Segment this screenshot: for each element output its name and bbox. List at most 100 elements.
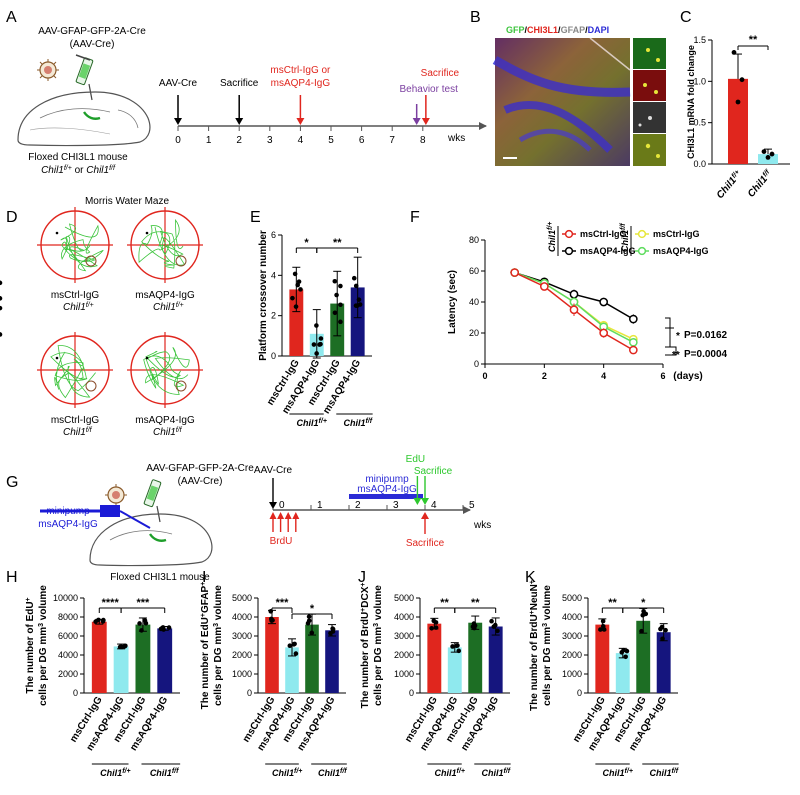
data-point: [292, 271, 298, 277]
series-point: [569, 289, 579, 299]
legend-marker: [564, 246, 574, 256]
swim-path: [138, 218, 186, 269]
x-tick-label: 0: [482, 371, 487, 381]
y-tick-label: 0.0: [693, 159, 706, 169]
legend-marker: [637, 246, 647, 256]
x-tick-label: 6: [660, 371, 665, 381]
chart-j: 0 1000 2000 3000 4000 5000 The number of BrdU+…: [360, 583, 511, 778]
bar: [488, 626, 503, 693]
timeline-event-label: Behavior test: [399, 84, 458, 95]
panel-letter: K: [525, 569, 536, 586]
data-point: [491, 624, 497, 629]
y-tick-label: 1000: [394, 669, 414, 679]
y-tick-label: 0: [409, 688, 414, 698]
legend-genotype: Chil1f/f: [620, 223, 630, 252]
bar: [636, 620, 651, 693]
y-axis-label: Latency (sec): [447, 270, 458, 334]
group-label: Chil1f/f: [150, 768, 179, 778]
maze-title: Morris Water Maze: [85, 196, 170, 207]
y-tick-label: 1000: [232, 669, 252, 679]
bar: [427, 623, 442, 693]
data-point: [139, 628, 144, 633]
minipump-icon: [40, 505, 151, 529]
maze-group-label: msAQP4-IgG: [135, 290, 195, 301]
platform-marker: [175, 255, 187, 267]
sig-label: ***: [276, 597, 290, 609]
sig-label: *: [641, 597, 646, 609]
x-tick-label: 2: [542, 371, 547, 381]
virus-icon: [37, 59, 59, 81]
legend-marker: [564, 229, 574, 239]
series-point: [510, 268, 520, 277]
timeline-unit: wks: [447, 133, 465, 144]
series-point: [599, 297, 609, 307]
group-label: Chil1f/+: [435, 768, 465, 778]
data-point: [0, 280, 3, 286]
brain-sagittal-icon: [17, 91, 151, 147]
legend-label: msCtrl-IgG: [580, 229, 627, 239]
data-point: [489, 618, 494, 624]
group-label: Chil1f/f: [318, 768, 347, 778]
timeline-event-label: AAV-Cre: [159, 78, 198, 89]
data-point: [268, 616, 274, 622]
y-axis-label: The number of BrdU+NeuN+: [529, 580, 540, 711]
timeline-tick-label: 2: [355, 500, 361, 511]
y-tick-label: 40: [469, 297, 479, 307]
timeline-event-label: msAQP4-IgG: [271, 78, 331, 89]
pump-label-1: minipump: [46, 506, 90, 517]
panel-h: H 0 2000 4000 6000 8000 10000 The number of Ed…: [6, 569, 181, 778]
group-label: Chil1f/f: [343, 418, 372, 428]
timeline-event-label: msCtrl-IgG or: [270, 65, 331, 76]
start-dot: [55, 231, 59, 235]
timeline-a: 0 1 2 3 4 5 6 7 8 wks AAV-Cre Sacrifice msCtrl-IgG o…: [159, 65, 487, 146]
timeline-event-label: BrdU: [270, 536, 293, 547]
data-point: [298, 287, 303, 292]
timeline-tick-label: 2: [236, 135, 242, 146]
brain-sagittal-icon: [89, 513, 213, 567]
data-point: [96, 617, 101, 623]
data-point: [309, 630, 315, 636]
genotype-line: Chil1f/+ or Chil1f/f: [41, 165, 116, 176]
x-axis-label: (days): [673, 371, 702, 382]
group-label: Chil1f/+: [603, 768, 633, 778]
timeline-event-label: Sacrifice: [414, 466, 453, 477]
y-tick-label: 0: [247, 688, 252, 698]
maze-group-label: msCtrl-IgG: [51, 290, 100, 301]
timeline-tick-label: 4: [431, 500, 437, 511]
panel-letter: B: [470, 9, 481, 26]
data-point: [338, 283, 343, 289]
timeline-event-arrowhead: [412, 118, 421, 125]
timeline-event-label: EdU: [406, 454, 425, 465]
data-point: [332, 310, 338, 316]
bar: [447, 647, 462, 693]
bar: [289, 289, 304, 356]
y-tick-label: 80: [469, 235, 479, 245]
data-point: [100, 619, 106, 624]
data-point: [328, 630, 333, 636]
timeline-tick-label: 8: [420, 135, 426, 146]
data-point: [429, 625, 434, 631]
data-point: [431, 618, 437, 624]
data-point: [143, 621, 149, 626]
group-label: Chil1f/+: [100, 768, 130, 778]
timeline-tick-label: 5: [469, 500, 475, 511]
data-point: [293, 304, 299, 309]
bar: [265, 617, 279, 693]
data-point: [735, 99, 741, 105]
chart-k: 0 1000 2000 3000 4000 5000 The number of BrdU+…: [529, 580, 679, 778]
data-point: [334, 292, 339, 298]
y-axis-label: cells per DG mm3 volume: [213, 585, 224, 706]
y-axis-label: cells per DG mm3 volume: [542, 585, 553, 706]
panel-g: G AAV-GFAP-GFP-2A-Cre (AAV-Cre) minipum: [6, 454, 491, 583]
y-tick-label: 60: [469, 266, 479, 276]
swim-path: [143, 347, 190, 395]
timeline-event-label: msAQP4-IgG: [357, 484, 417, 495]
data-point: [658, 626, 663, 632]
stat-p: P=0.0004: [684, 349, 728, 360]
bar: [615, 653, 630, 693]
timeline-event-arrowhead: [421, 512, 429, 519]
data-point: [287, 643, 293, 648]
sig-label: *: [310, 603, 315, 615]
data-point: [314, 323, 319, 328]
bar: [135, 624, 151, 693]
